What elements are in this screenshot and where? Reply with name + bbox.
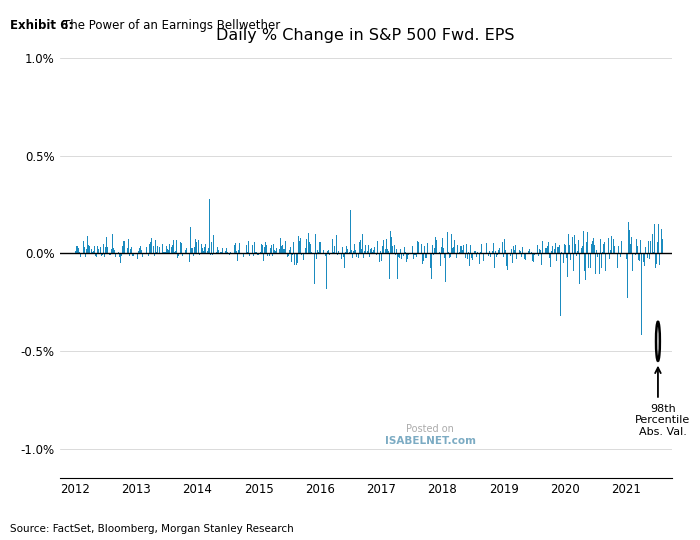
Text: 98th
Percentile
Abs. Val.: 98th Percentile Abs. Val. <box>635 404 690 437</box>
Text: Source: FactSet, Bloomberg, Morgan Stanley Research: Source: FactSet, Bloomberg, Morgan Stanl… <box>10 523 294 534</box>
Text: Exhibit 6:: Exhibit 6: <box>10 19 74 32</box>
Title: Daily % Change in S&P 500 Fwd. EPS: Daily % Change in S&P 500 Fwd. EPS <box>216 28 515 43</box>
Text: ISABELNET.com: ISABELNET.com <box>384 436 475 447</box>
Text: The Power of an Earnings Bellwether: The Power of an Earnings Bellwether <box>63 19 280 32</box>
Text: Posted on: Posted on <box>406 423 454 434</box>
